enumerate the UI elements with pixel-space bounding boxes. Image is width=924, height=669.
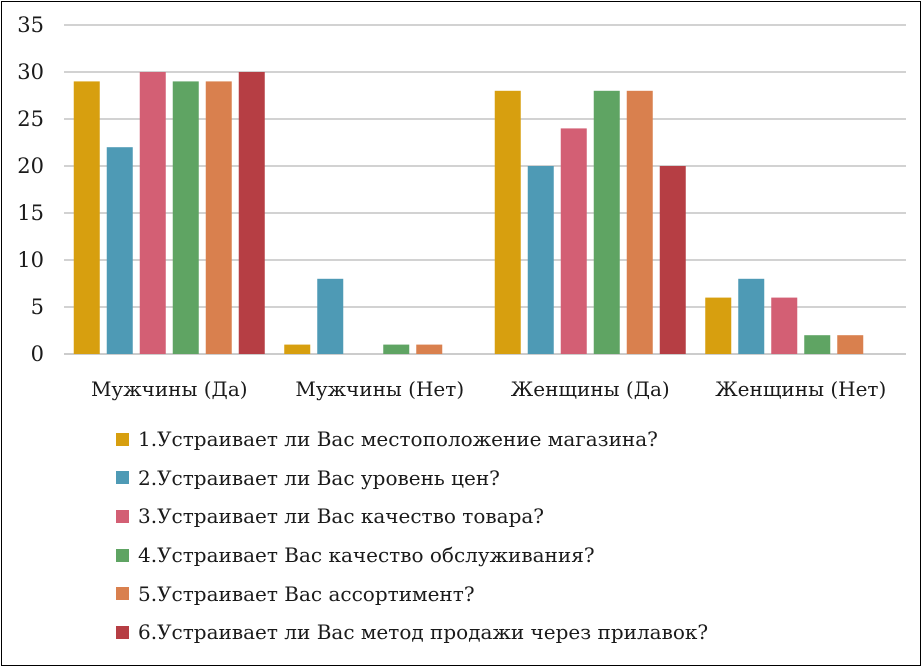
legend-swatch <box>116 625 129 639</box>
x-category-label: Мужчины (Нет) <box>295 377 464 401</box>
bar <box>139 72 166 354</box>
bar <box>527 166 554 354</box>
y-tick-label: 10 <box>17 248 44 272</box>
bar <box>73 81 100 355</box>
bar <box>560 128 587 354</box>
bars <box>73 72 864 355</box>
legend-swatch <box>116 471 129 485</box>
legend-swatch <box>116 509 129 523</box>
x-axis-labels: Мужчины (Да) Мужчины (Нет) Женщины (Да) Жен… <box>91 377 886 401</box>
bar <box>317 278 344 354</box>
legend-item: 6.Устраивает ли Вас метод продажи через … <box>116 613 836 652</box>
bar <box>383 344 410 354</box>
legend-item: 1.Устраивает ли Вас местоположение магаз… <box>116 420 836 459</box>
bar <box>738 278 765 354</box>
bar <box>416 344 443 354</box>
bar <box>659 166 686 354</box>
bar <box>837 335 864 354</box>
legend-item: 5.Устраивает Вас ассортимент? <box>116 574 836 613</box>
y-tick-label: 30 <box>17 60 44 84</box>
bar <box>804 335 831 354</box>
bar <box>771 297 798 354</box>
y-tick-label: 5 <box>31 295 44 319</box>
bar <box>205 81 232 355</box>
bar <box>284 344 311 354</box>
y-tick-label: 0 <box>31 342 44 366</box>
bar <box>705 297 732 354</box>
legend-swatch <box>116 432 129 446</box>
legend-label: 6.Устраивает ли Вас метод продажи через … <box>138 620 709 645</box>
legend-label: 1.Устраивает ли Вас местоположение магаз… <box>138 427 658 452</box>
y-axis-ticks: 0 5 10 15 20 25 30 35 <box>17 13 44 366</box>
legend-swatch <box>116 587 129 601</box>
x-category-label: Женщины (Нет) <box>715 377 886 401</box>
x-category-label: Женщины (Да) <box>511 377 670 401</box>
bar <box>172 81 199 355</box>
bar <box>238 72 265 354</box>
legend-label: 2.Устраивает ли Вас уровень цен? <box>138 465 500 490</box>
y-tick-label: 35 <box>17 13 44 37</box>
legend: 1.Устраивает ли Вас местоположение магаз… <box>116 420 836 652</box>
y-tick-label: 20 <box>17 154 44 178</box>
bar <box>106 147 133 354</box>
legend-swatch <box>116 548 129 562</box>
y-tick-label: 15 <box>17 201 44 225</box>
legend-item: 3.Устраивает ли Вас качество товара? <box>116 497 836 536</box>
legend-label: 4.Устраивает Вас качество обслуживания? <box>138 543 595 568</box>
x-category-label: Мужчины (Да) <box>91 377 248 401</box>
legend-label: 3.Устраивает ли Вас качество товара? <box>138 504 545 529</box>
gridlines <box>64 24 906 355</box>
legend-label: 5.Устраивает Вас ассортимент? <box>138 581 475 606</box>
legend-item: 2.Устраивает ли Вас уровень цен? <box>116 459 836 498</box>
bar <box>494 90 521 355</box>
bar <box>593 90 620 355</box>
legend-item: 4.Устраивает Вас качество обслуживания? <box>116 536 836 575</box>
bar <box>626 90 653 355</box>
y-tick-label: 25 <box>17 107 44 131</box>
